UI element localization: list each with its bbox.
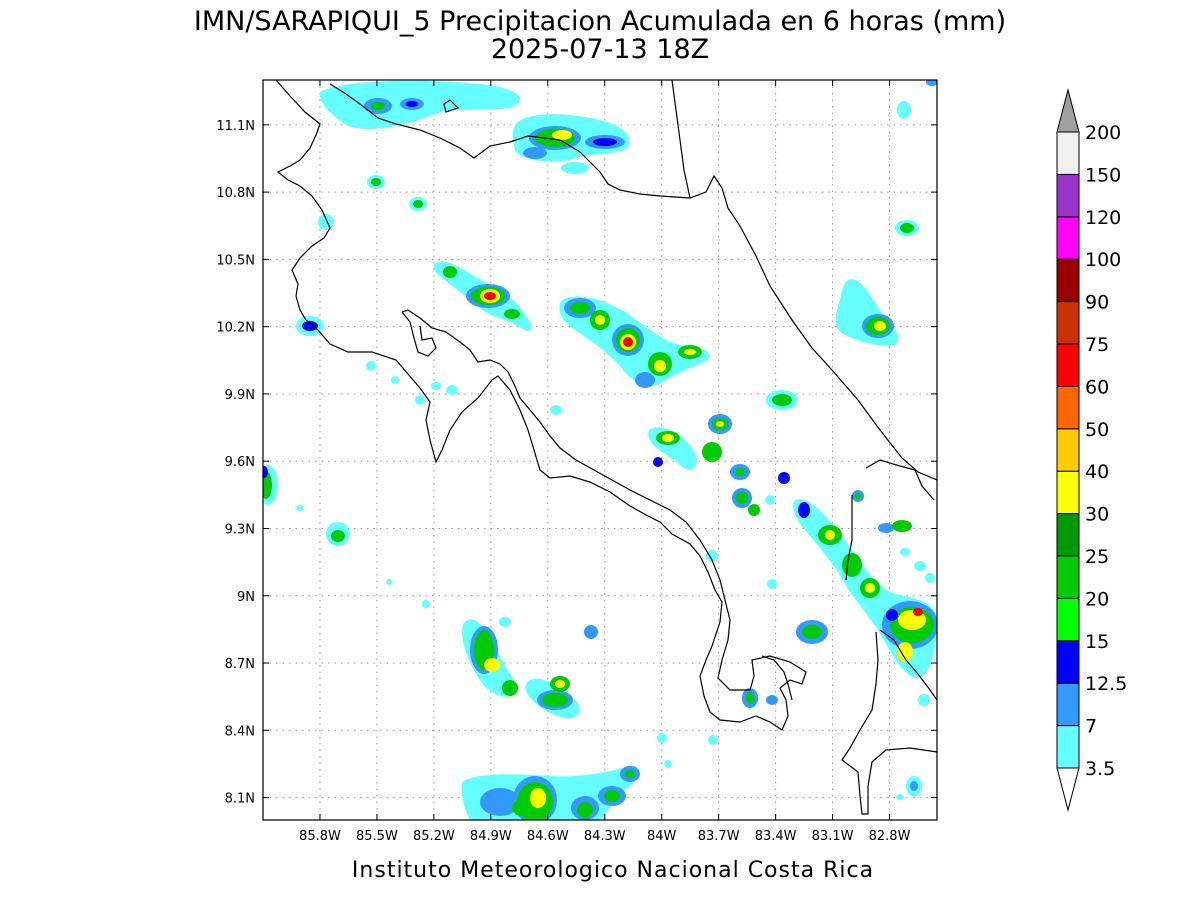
lat-tick-label: 9.3N bbox=[225, 522, 255, 537]
precip-cell bbox=[835, 279, 899, 346]
colorbar-swatch bbox=[1056, 470, 1080, 515]
lat-tick-label: 11.1N bbox=[216, 119, 255, 134]
latitude-axis: 11.1N 10.8N 10.5N 10.2N 9.9N 9.6N 9.3N 9N 8.7N 8.… bbox=[216, 119, 937, 807]
colorbar: 3.5 7 12.5 15 20 25 30 40 50 60 75 90 100 120 150 200 bbox=[1056, 88, 1127, 812]
colorbar-label: 75 bbox=[1085, 334, 1109, 356]
precip-cell bbox=[793, 499, 937, 679]
colorbar-swatch bbox=[1056, 597, 1080, 642]
colorbar-upper-arrow bbox=[1056, 88, 1080, 133]
lat-tick-label: 10.8N bbox=[216, 186, 255, 201]
map-title: IMN/SARAPIQUI_5 Precipitacion Acumulada … bbox=[194, 6, 1006, 37]
colorbar-swatch bbox=[1056, 258, 1080, 303]
precipitation-field bbox=[263, 80, 937, 820]
colorbar-swatch bbox=[1056, 385, 1080, 430]
colorbar-label: 20 bbox=[1085, 588, 1109, 610]
colorbar-label: 200 bbox=[1085, 122, 1121, 144]
colorbar-label: 100 bbox=[1085, 249, 1121, 271]
precip-cell bbox=[525, 676, 580, 719]
colorbar-swatch bbox=[1056, 682, 1080, 727]
colorbar-label: 150 bbox=[1085, 164, 1121, 186]
lon-tick-label: 83.1W bbox=[812, 829, 854, 844]
lon-tick-label: 85.2W bbox=[413, 829, 455, 844]
colorbar-label: 30 bbox=[1085, 504, 1109, 526]
lon-tick-label: 85.8W bbox=[299, 829, 341, 844]
colorbar-label: 120 bbox=[1085, 207, 1121, 229]
lon-tick-label: 83.4W bbox=[755, 829, 797, 844]
lat-tick-label: 8.1N bbox=[225, 792, 255, 807]
precip-cell bbox=[462, 619, 518, 697]
coastlines bbox=[275, 80, 937, 815]
colorbar-swatch bbox=[1056, 131, 1080, 175]
colorbar-swatch bbox=[1056, 173, 1080, 218]
longitude-axis: 85.8W 85.5W 85.2W 84.9W 84.6W 84.3W 84W 83.7W 83… bbox=[299, 80, 911, 844]
colorbar-swatch bbox=[1056, 513, 1080, 557]
lon-tick-label: 84.9W bbox=[470, 829, 512, 844]
colorbar-label: 25 bbox=[1085, 546, 1109, 568]
colorbar-label: 60 bbox=[1085, 376, 1109, 398]
map-background bbox=[263, 80, 937, 820]
precip-cell bbox=[559, 296, 710, 388]
lon-tick-label: 83.7W bbox=[698, 829, 740, 844]
colorbar-label: 90 bbox=[1085, 292, 1109, 314]
colorbar-label: 15 bbox=[1085, 631, 1109, 653]
lat-tick-label: 9N bbox=[237, 590, 255, 605]
lon-tick-label: 82.8W bbox=[869, 829, 911, 844]
institution-footer: Instituto Meteorologico Nacional Costa R… bbox=[352, 858, 874, 883]
colorbar-swatch bbox=[1056, 555, 1080, 599]
lat-tick-label: 8.4N bbox=[225, 724, 255, 739]
lat-tick-label: 9.6N bbox=[225, 455, 255, 470]
lon-tick-label: 85.5W bbox=[356, 829, 398, 844]
map-panel bbox=[262, 79, 938, 821]
precip-cell bbox=[461, 765, 640, 820]
colorbar-label: 12.5 bbox=[1085, 673, 1127, 695]
colorbar-label: 3.5 bbox=[1085, 758, 1115, 780]
lat-tick-label: 8.7N bbox=[225, 657, 255, 672]
map-date: 2025-07-13 18Z bbox=[491, 34, 709, 65]
colorbar-label: 50 bbox=[1085, 419, 1109, 441]
colorbar-swatch bbox=[1056, 725, 1080, 769]
lon-tick-label: 84W bbox=[647, 829, 677, 844]
lon-tick-label: 84.6W bbox=[527, 829, 569, 844]
precip-cell bbox=[433, 261, 533, 331]
lat-tick-label: 9.9N bbox=[225, 388, 255, 403]
colorbar-swatch bbox=[1056, 343, 1080, 387]
map-frame bbox=[262, 79, 938, 821]
colorbar-swatch bbox=[1056, 640, 1080, 684]
colorbar-swatch bbox=[1056, 216, 1080, 260]
lon-tick-label: 84.3W bbox=[584, 829, 626, 844]
precip-cell bbox=[648, 414, 732, 470]
lat-tick-label: 10.5N bbox=[216, 253, 255, 268]
colorbar-label: 7 bbox=[1085, 716, 1097, 738]
colorbar-lower-arrow bbox=[1056, 767, 1080, 812]
precip-cell bbox=[319, 80, 520, 130]
colorbar-swatch bbox=[1056, 428, 1080, 472]
colorbar-label: 40 bbox=[1085, 461, 1109, 483]
lat-tick-label: 10.2N bbox=[216, 321, 255, 336]
colorbar-swatch bbox=[1056, 301, 1080, 345]
